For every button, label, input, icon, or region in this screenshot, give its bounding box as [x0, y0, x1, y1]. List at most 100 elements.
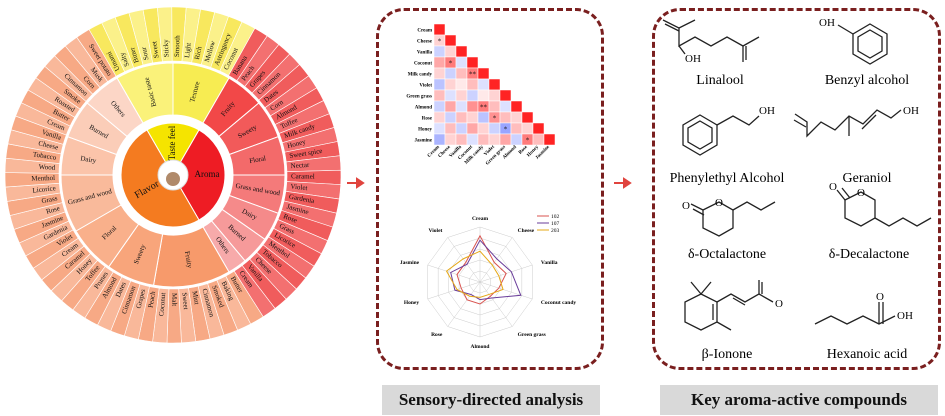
- heatmap-cell: [510, 111, 523, 124]
- heatmap-cell: [532, 122, 545, 135]
- heatmap-cell: [444, 133, 457, 146]
- linalool-label: Linalool: [696, 73, 744, 88]
- arrow-2: [614, 177, 632, 189]
- heatmap-cell: [477, 133, 490, 146]
- heatmap-cell: [444, 111, 457, 124]
- heatmap-cell: [499, 133, 512, 146]
- ionone-label: β-Ionone: [702, 347, 753, 362]
- wheel-mid-segment: [86, 77, 144, 138]
- radar-axis-label: Coconut candy: [541, 300, 577, 306]
- heatmap-row-label: Almond: [415, 106, 432, 111]
- heatmap-row-label: Violet: [419, 84, 432, 89]
- geraniol-label: Geraniol: [843, 171, 892, 186]
- phenylethyl-oh-label: OH: [759, 105, 775, 117]
- wheel-outer-label: Wood: [38, 163, 55, 172]
- heatmap-cell: [466, 78, 479, 91]
- radar-axis-label: Violet: [429, 228, 443, 234]
- heatmap-cell: [466, 122, 479, 135]
- benzyl-alcohol-label: Benzyl alcohol: [825, 73, 909, 88]
- heatmap-cell: [499, 100, 512, 113]
- heatmap-cell: [455, 133, 468, 146]
- core-label-taste: Taste feel: [167, 125, 177, 160]
- heatmap-significance: *: [449, 60, 453, 68]
- heatmap-cell: [433, 23, 446, 36]
- heatmap-cell: [466, 56, 479, 69]
- heatmap-cell: [466, 111, 479, 124]
- radar-axis-label: Green grass: [518, 332, 546, 338]
- sensory-panel-frame: [376, 8, 604, 370]
- heatmap-cell: [455, 56, 468, 69]
- heatmap-cell: [488, 78, 501, 91]
- radar-axis-line: [479, 281, 533, 300]
- heatmap-cell: [510, 122, 523, 135]
- radar-axis-label: Vanilla: [541, 260, 558, 266]
- heatmap-cell: [466, 100, 479, 113]
- wheel-outer-label: Violet: [290, 182, 308, 192]
- radar-axis-line: [427, 281, 481, 300]
- radar-legend-label: 102: [551, 214, 560, 220]
- decalactone-structure: [836, 187, 932, 227]
- wheel-outer-label: Caramel: [291, 172, 315, 180]
- wheel-outer-segment: [76, 29, 117, 82]
- decalactone-label: δ-Decalactone: [829, 247, 909, 262]
- wheel-mid-label: Floral: [249, 154, 267, 165]
- radar-series-102: [456, 234, 507, 305]
- wheel-outer-label: Malt: [170, 293, 178, 306]
- linalool-structure: [662, 19, 760, 62]
- wheel-outer-label: Mint: [190, 290, 200, 305]
- radar-axis-line: [479, 237, 513, 283]
- phenylethyl-alcohol-label: Phenylethyl Alcohol: [670, 171, 785, 186]
- decalactone-ring-o: O: [857, 187, 865, 199]
- heatmap-cell: [455, 100, 468, 113]
- compound-structures: OH Linalool OH Benzyl alcohol OH Phenyle…: [662, 17, 932, 362]
- octalactone-ring-o: O: [715, 197, 723, 209]
- heatmap-cell: [433, 89, 446, 102]
- octalactone-label: δ-Octalactone: [688, 247, 766, 262]
- wheel-outer-label: Coconut: [157, 292, 167, 316]
- heatmap-row-label: Cream: [417, 29, 432, 34]
- wheel-ring-gap-2: [59, 61, 287, 289]
- correlation-heatmap: CreamCreamCheeseCheeseVanillaVanillaCoco…: [406, 23, 556, 167]
- wheel-outer-label: Light: [183, 42, 193, 58]
- heatmap-cell: [444, 67, 457, 80]
- heatmap-row-label: Honey: [418, 128, 432, 133]
- heatmap-significance: *: [493, 115, 497, 123]
- heatmap-cell: [444, 78, 457, 91]
- heatmap-row-label: Rose: [422, 117, 433, 122]
- heatmap-significance: *: [526, 137, 530, 145]
- compounds-caption: Key aroma-active compounds: [660, 385, 938, 415]
- wheel-ring-gap: [113, 115, 233, 235]
- sensory-caption: Sensory-directed analysis: [382, 385, 600, 415]
- coffee-cup-icon: [166, 172, 180, 186]
- heatmap-cell: [455, 89, 468, 102]
- heatmap-cell: [488, 100, 501, 113]
- heatmap-cell: [444, 89, 457, 102]
- wheel-outer-label: Sour: [140, 46, 151, 61]
- radar-axis-label: Almond: [471, 344, 490, 350]
- hexanoic-acid-label: Hexanoic acid: [827, 347, 907, 362]
- core-label-aroma: Aroma: [195, 169, 220, 179]
- heatmap-cell: [433, 78, 446, 91]
- heatmap-cell: [488, 122, 501, 135]
- heatmap-cell: [455, 78, 468, 91]
- decalactone-carbonyl-o: O: [829, 181, 837, 193]
- heatmap-cell: [455, 122, 468, 135]
- heatmap-significance: **: [480, 104, 488, 112]
- heatmap-cell: [488, 133, 501, 146]
- heatmap-row-label: Vanilla: [417, 51, 433, 56]
- radar-axis-line: [447, 281, 481, 327]
- heatmap-cell: [433, 133, 446, 146]
- wheel-outer-label: Grass: [41, 194, 58, 205]
- geraniol-oh-label: OH: [903, 105, 919, 117]
- heatmap-cell: [433, 100, 446, 113]
- octalactone-structure: [690, 201, 776, 237]
- heatmap-cell: [477, 89, 490, 102]
- heatmap-significance: **: [469, 71, 477, 79]
- wheel-outer-label: Menthol: [31, 174, 55, 183]
- hexanoic-o-label: O: [876, 291, 884, 303]
- heatmap-cell: [444, 34, 457, 47]
- ionone-structure: [684, 280, 774, 331]
- radar-axis-label: Rose: [431, 332, 443, 338]
- radar-chart: Cream Cheese Vanilla Coconut candy Green gra…: [400, 214, 577, 350]
- benzyl-oh-label: OH: [819, 17, 835, 29]
